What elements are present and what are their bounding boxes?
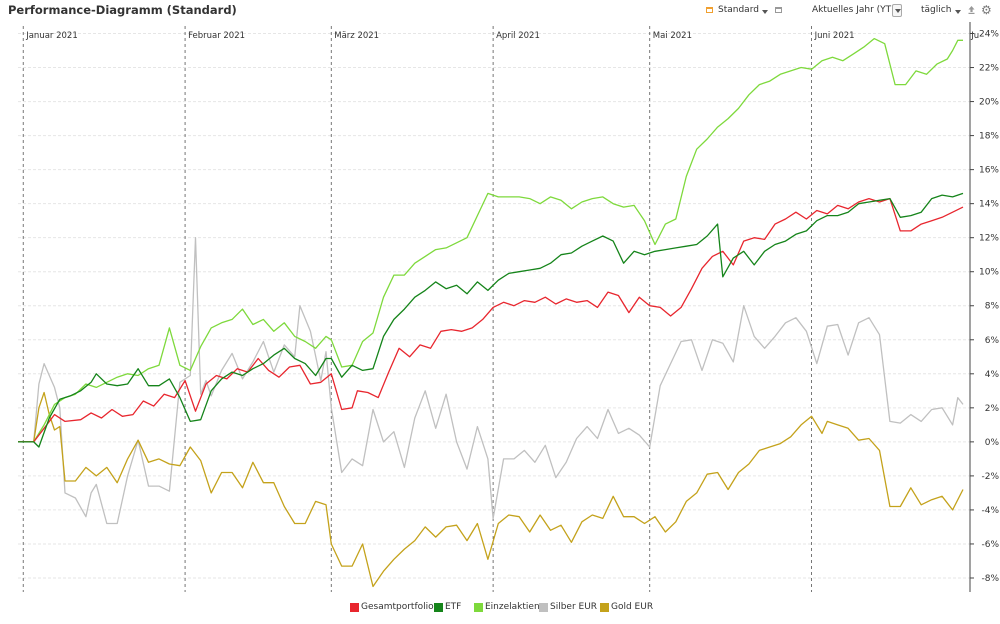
gear-icon[interactable]: ⚙ bbox=[981, 3, 992, 17]
legend-item[interactable]: Gold EUR bbox=[600, 602, 653, 612]
legend-swatch bbox=[600, 602, 609, 612]
y-tick-label: -6% bbox=[981, 540, 999, 550]
view-dropdown-caret-icon[interactable] bbox=[762, 10, 768, 14]
month-label: März 2021 bbox=[334, 31, 379, 41]
series-line-etf[interactable] bbox=[18, 192, 964, 448]
legend-label: Gold EUR bbox=[611, 602, 654, 612]
series-line-silber-eur[interactable] bbox=[18, 237, 964, 525]
y-tick-label: 14% bbox=[979, 200, 999, 210]
month-label: Februar 2021 bbox=[188, 31, 245, 41]
chart-header: Performance-Diagramm (Standard) Standard… bbox=[0, 0, 1000, 22]
legend-item[interactable]: Gesamtportfolio bbox=[350, 602, 434, 612]
series-line-einzelaktien[interactable] bbox=[18, 37, 963, 443]
view-selector[interactable]: Standard bbox=[718, 5, 759, 15]
y-tick-label: 0% bbox=[985, 438, 1000, 448]
range-selector[interactable]: Aktuelles Jahr (YTD) bbox=[812, 5, 902, 15]
chart-legend: Gesamtportfolio ETF Einzelaktien Silber EUR… bbox=[0, 602, 1000, 616]
month-label: Ju bbox=[970, 31, 979, 41]
series-layer bbox=[18, 37, 964, 588]
y-tick-label: -8% bbox=[981, 574, 999, 584]
month-label: April 2021 bbox=[496, 31, 540, 41]
y-axis: 24% 22% 20% 18% 16% 14% 12% 10% 8% 6% 4% 2% 0% -2% -4%… bbox=[969, 22, 1000, 592]
legend-swatch bbox=[474, 602, 483, 612]
legend-item[interactable]: Silber EUR bbox=[539, 602, 597, 612]
y-tick-label: 22% bbox=[979, 64, 999, 74]
month-label: Januar 2021 bbox=[25, 31, 78, 41]
month-axis: Januar 2021 Februar 2021 März 2021 April 20… bbox=[22, 26, 979, 592]
y-tick-label: 4% bbox=[985, 370, 1000, 380]
interval-selector[interactable]: täglich bbox=[921, 5, 952, 15]
legend-label: Einzelaktien bbox=[485, 602, 540, 612]
range-dropdown-button[interactable] bbox=[892, 4, 902, 17]
series-line-gold-eur[interactable] bbox=[18, 391, 964, 588]
legend-label: Gesamtportfolio bbox=[361, 602, 434, 612]
y-tick-label: 20% bbox=[979, 98, 999, 108]
y-tick-label: 24% bbox=[979, 30, 999, 40]
y-tick-label: -2% bbox=[981, 472, 999, 482]
series-line-gesamtportfolio[interactable] bbox=[18, 197, 964, 443]
y-tick-label: 2% bbox=[985, 404, 1000, 414]
y-tick-label: -4% bbox=[981, 506, 999, 516]
view-settings-icon[interactable] bbox=[775, 7, 782, 13]
y-tick-label: 12% bbox=[979, 234, 999, 244]
y-tick-label: 6% bbox=[985, 336, 1000, 346]
legend-item[interactable]: Einzelaktien bbox=[474, 602, 540, 612]
interval-dropdown-caret-icon[interactable] bbox=[955, 10, 961, 14]
y-tick-label: 10% bbox=[979, 268, 999, 278]
y-tick-label: 16% bbox=[979, 166, 999, 176]
y-tick-label: 8% bbox=[985, 302, 1000, 312]
legend-label: Silber EUR bbox=[550, 602, 598, 612]
legend-swatch bbox=[539, 602, 548, 612]
month-label: Juni 2021 bbox=[814, 31, 855, 41]
chart-title: Performance-Diagramm (Standard) bbox=[8, 3, 237, 17]
export-icon[interactable] bbox=[968, 6, 975, 14]
calendar-icon[interactable] bbox=[706, 7, 713, 13]
legend-swatch bbox=[350, 602, 359, 612]
month-label: Mai 2021 bbox=[653, 31, 692, 41]
y-tick-label: 18% bbox=[979, 132, 999, 142]
chart-grid bbox=[18, 33, 970, 579]
legend-item[interactable]: ETF bbox=[434, 602, 461, 612]
legend-label: ETF bbox=[445, 602, 462, 612]
legend-swatch bbox=[434, 602, 443, 612]
performance-chart: Januar 2021 Februar 2021 März 2021 April 20… bbox=[18, 22, 1000, 592]
range-dropdown-caret-icon bbox=[895, 9, 901, 13]
